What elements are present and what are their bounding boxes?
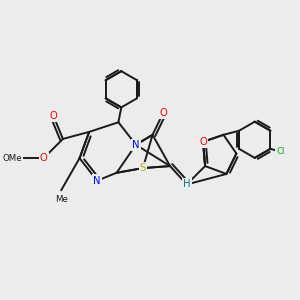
Text: Me: Me (55, 195, 68, 204)
Text: O: O (160, 108, 167, 118)
Text: O: O (199, 137, 207, 147)
Text: O: O (50, 110, 57, 121)
Text: S: S (140, 163, 146, 173)
Text: O: O (40, 153, 47, 163)
Text: N: N (93, 176, 101, 186)
Text: OMe: OMe (2, 154, 22, 163)
Text: H: H (183, 179, 190, 190)
Text: N: N (132, 140, 140, 150)
Text: Cl: Cl (277, 147, 285, 156)
